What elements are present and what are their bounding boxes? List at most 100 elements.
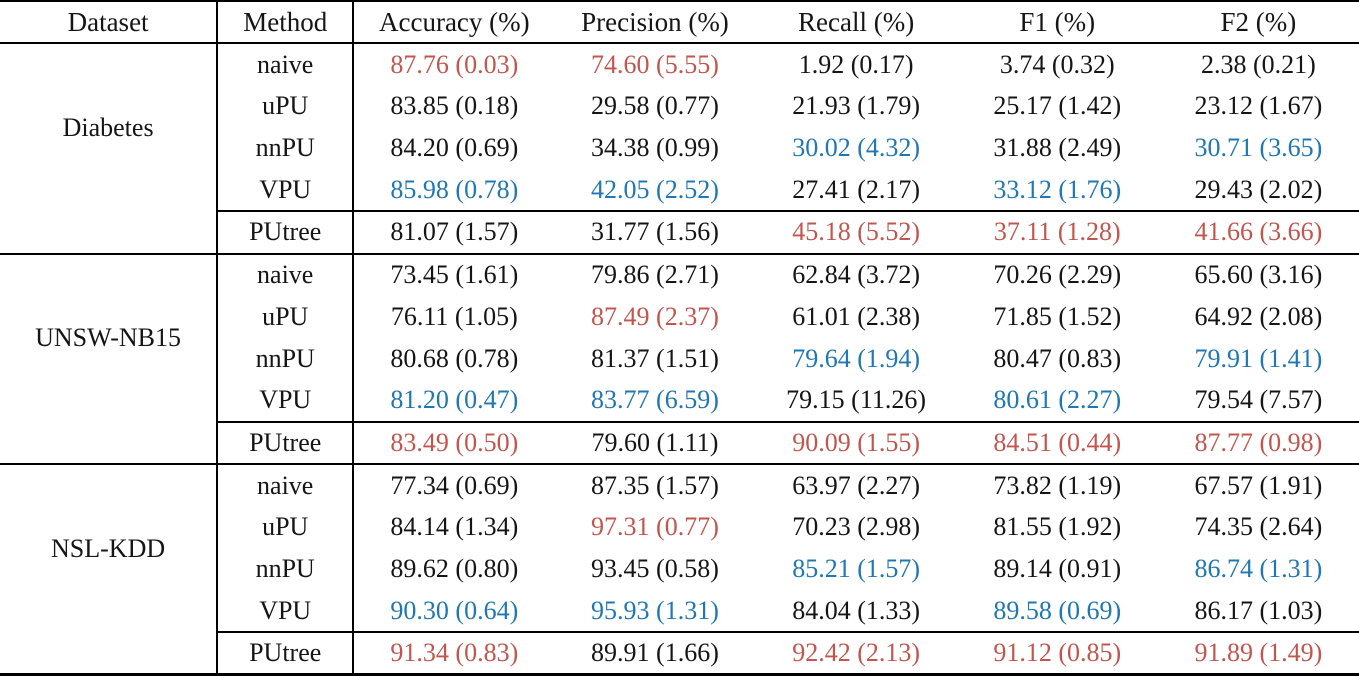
metric-value: 79.60 (1.11) (554, 420, 756, 464)
metric-value: 89.91 (1.66) (554, 631, 756, 675)
table-row: nnPU 84.20 (0.69) 34.38 (0.99) 30.02 (4.32)… (0, 127, 1359, 170)
metric-value: 84.14 (1.34) (390, 512, 519, 542)
metric-value: 31.88 (2.49) (993, 133, 1122, 163)
metric-value: 85.98 (0.78) (390, 174, 519, 204)
metric-value: 84.20 (0.69) (390, 133, 519, 163)
metric-value: 74.35 (2.64) (1194, 512, 1323, 542)
column-header-recall: Recall (%) (798, 6, 915, 37)
metric-value: 80.68 (0.78) (390, 343, 519, 373)
metric-value: 86.17 (1.03) (1194, 595, 1323, 625)
method-label: naive (217, 43, 355, 86)
metric-value: 76.11 (1.05) (390, 301, 518, 331)
method-label: PUtree (217, 210, 355, 254)
metric-value: 41.66 (3.66) (1157, 210, 1359, 254)
metric-value: 79.86 (2.71) (591, 260, 719, 290)
metric-value: 1.92 (0.17) (798, 49, 914, 79)
dataset-group-unsw-nb15: UNSW-NB15 naive 73.45 (1.61) 79.86 (2.71) 62… (0, 253, 1359, 464)
method-label: VPU (217, 169, 355, 212)
method-label: VPU (217, 590, 355, 633)
metric-value: 86.74 (1.31) (1194, 554, 1323, 584)
metric-value: 84.51 (0.44) (956, 420, 1158, 464)
table-row: PUtree 83.49 (0.50) 79.60 (1.11) 90.09 (1.5… (0, 420, 1359, 464)
metric-value: 67.57 (1.91) (1194, 470, 1323, 500)
method-label: nnPU (217, 127, 355, 170)
table-row: NSL-KDD naive 77.34 (0.69) 87.35 (1.57) 63.9… (0, 464, 1359, 675)
metric-value: 45.18 (5.52) (755, 210, 957, 254)
method-label: nnPU (217, 548, 355, 591)
table-row: VPU 90.30 (0.64) 95.93 (1.31) 84.04 (1.33) 8… (0, 590, 1359, 633)
metric-value: 71.85 (1.52) (993, 301, 1122, 331)
metric-value: 87.76 (0.03) (390, 49, 519, 79)
metric-value: 89.14 (0.91) (993, 554, 1122, 584)
metric-value: 73.82 (1.19) (993, 470, 1122, 500)
metric-value: 2.38 (0.21) (1200, 49, 1316, 79)
dataset-label: UNSW-NB15 (0, 253, 219, 464)
table-row: PUtree 81.07 (1.57) 31.77 (1.56) 45.18 (5.5… (0, 210, 1359, 254)
table-row: UNSW-NB15 naive 73.45 (1.61) 79.86 (2.71) 62… (0, 253, 1359, 464)
metric-value: 91.89 (1.49) (1157, 631, 1359, 675)
method-label: naive (217, 464, 355, 507)
metric-value: 79.91 (1.41) (1194, 343, 1323, 373)
metric-value: 33.12 (1.76) (993, 174, 1122, 204)
method-label: uPU (217, 295, 355, 338)
column-header-method: Method (217, 1, 355, 43)
header-row: Dataset Method Accuracy (%) Precision (%… (0, 1, 1359, 43)
table-header: Dataset Method Accuracy (%) Precision (%… (0, 1, 1359, 43)
metric-value: 70.23 (2.98) (792, 512, 921, 542)
method-label: PUtree (217, 631, 355, 675)
table-row: PUtree 91.34 (0.83) 89.91 (1.66) 92.42 (2.1… (0, 631, 1359, 675)
dataset-group-nsl-kdd: NSL-KDD naive 77.34 (0.69) 87.35 (1.57) 63.9… (0, 464, 1359, 675)
metric-value: 64.92 (2.08) (1194, 301, 1323, 331)
metric-value: 25.17 (1.42) (993, 91, 1122, 121)
column-header-f2: F2 (%) (1220, 6, 1297, 37)
metric-value: 61.01 (2.38) (792, 301, 921, 331)
metric-value: 91.34 (0.83) (353, 631, 555, 675)
metric-value: 62.84 (3.72) (792, 260, 921, 290)
metric-value: 83.49 (0.50) (353, 420, 555, 464)
metric-value: 89.58 (0.69) (993, 595, 1122, 625)
column-header-f1: F1 (%) (1019, 6, 1096, 37)
metric-value: 79.54 (7.57) (1194, 385, 1323, 415)
method-label: uPU (217, 85, 355, 128)
metric-value: 85.21 (1.57) (792, 554, 921, 584)
metric-value: 90.30 (0.64) (390, 595, 519, 625)
metric-value: 81.07 (1.57) (353, 210, 555, 254)
metric-value: 81.37 (1.51) (591, 343, 719, 373)
metric-value: 42.05 (2.52) (591, 174, 719, 204)
metric-value: 90.09 (1.55) (755, 420, 957, 464)
metric-value: 83.77 (6.59) (591, 385, 719, 415)
metric-value: 81.20 (0.47) (390, 385, 519, 415)
table-row: Diabetes naive 87.76 (0.03) 74.60 (5.55) 1.9… (0, 43, 1359, 254)
metric-value: 93.45 (0.58) (591, 554, 719, 584)
metric-value: 80.47 (0.83) (993, 343, 1122, 373)
method-label: nnPU (217, 337, 355, 380)
dataset-label: Diabetes (0, 43, 219, 254)
dataset-group-diabetes: Diabetes naive 87.76 (0.03) 74.60 (5.55) 1.9… (0, 43, 1359, 254)
metric-value: 92.42 (2.13) (755, 631, 957, 675)
metric-value: 79.15 (11.26) (786, 385, 927, 415)
column-header-accuracy: Accuracy (%) (378, 6, 530, 37)
metric-value: 63.97 (2.27) (792, 470, 921, 500)
method-label: PUtree (217, 420, 355, 464)
method-label: uPU (217, 506, 355, 549)
metric-value: 27.41 (2.17) (792, 174, 921, 204)
method-label: naive (217, 253, 355, 296)
metric-value: 21.93 (1.79) (792, 91, 921, 121)
metric-value: 84.04 (1.33) (792, 595, 921, 625)
metric-value: 37.11 (1.28) (956, 210, 1158, 254)
metric-value: 77.34 (0.69) (390, 470, 519, 500)
metric-value: 23.12 (1.67) (1194, 91, 1323, 121)
dataset-label: NSL-KDD (0, 464, 219, 675)
metric-value: 3.74 (0.32) (999, 49, 1115, 79)
metric-value: 95.93 (1.31) (591, 595, 719, 625)
metric-value: 70.26 (2.29) (993, 260, 1122, 290)
table-row: uPU 84.14 (1.34) 97.31 (0.77) 70.23 (2.98) 8… (0, 506, 1359, 549)
metric-value: 79.64 (1.94) (792, 343, 921, 373)
metric-value: 73.45 (1.61) (390, 260, 519, 290)
metric-value: 80.61 (2.27) (993, 385, 1122, 415)
metric-value: 89.62 (0.80) (390, 554, 519, 584)
column-header-precision: Precision (%) (581, 6, 729, 37)
metric-value: 87.35 (1.57) (591, 470, 719, 500)
